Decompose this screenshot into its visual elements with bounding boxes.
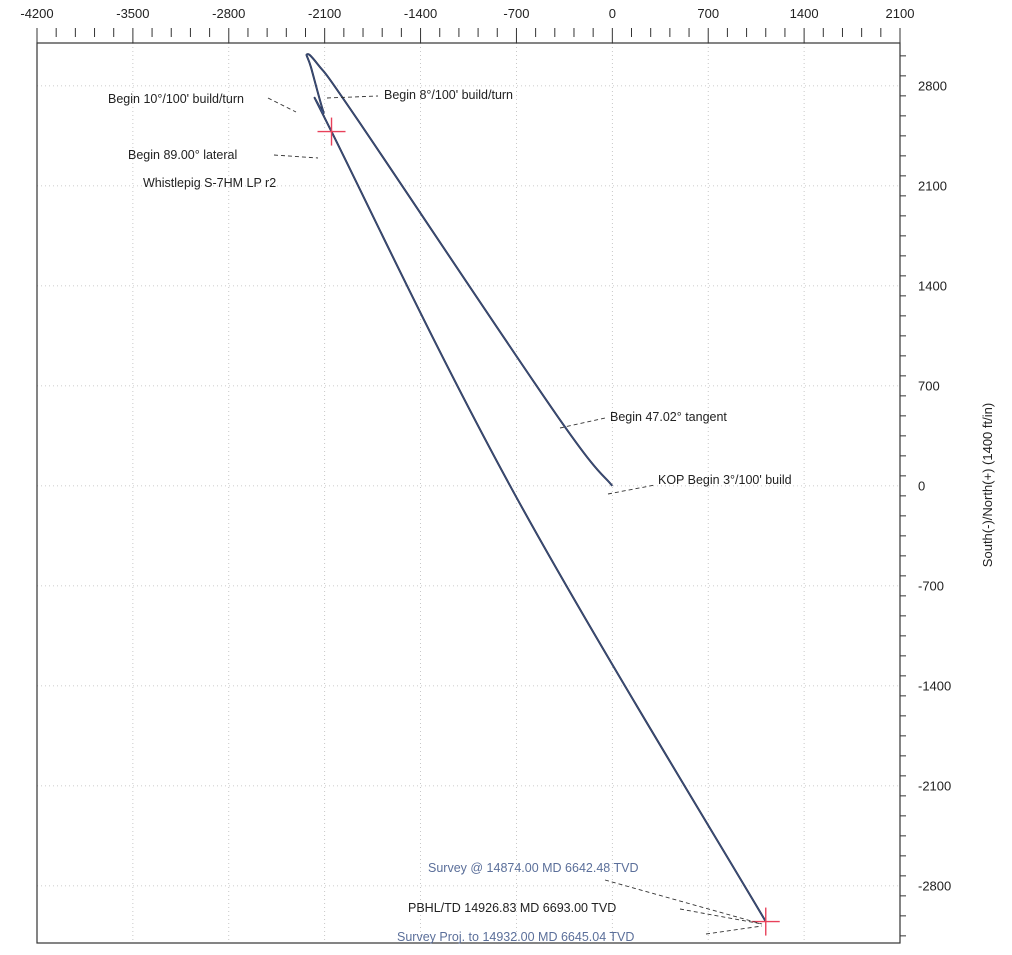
x-tick-label: 1400: [790, 6, 819, 21]
leader-survey-proj: [705, 925, 763, 935]
y-tick-label: 700: [918, 378, 940, 393]
annotation-kop: KOP Begin 3°/100' build: [658, 473, 792, 487]
x-tick-label: -1400: [404, 6, 437, 21]
y-tick-label: 2100: [918, 178, 947, 193]
leader-begin-10: [267, 97, 297, 113]
x-tick-label: -2800: [212, 6, 245, 21]
leader-kop: [607, 484, 656, 495]
target-markers: [317, 117, 780, 936]
leader-begin-tangent: [559, 417, 606, 429]
x-tick-label: 700: [697, 6, 719, 21]
x-tick-label: 0: [609, 6, 616, 21]
annotation-begin-10-build-turn: Begin 10°/100' build/turn: [108, 92, 244, 106]
x-tick-label: -3500: [116, 6, 149, 21]
x-tick-label: -4200: [20, 6, 53, 21]
annotation-survey-14874: Survey @ 14874.00 MD 6642.48 TVD: [428, 861, 639, 875]
y-tick-label: 0: [918, 478, 925, 493]
annotation-survey-projection: Survey Proj. to 14932.00 MD 6645.04 TVD: [397, 930, 634, 944]
x-tick-label: 2100: [886, 6, 915, 21]
annotation-pbhl-td: PBHL/TD 14926.83 MD 6693.00 TVD: [408, 901, 616, 915]
x-tick-label: -2100: [308, 6, 341, 21]
leader-begin-lateral: [273, 154, 319, 159]
y-axis: 2800 2100 1400 700 0 -700 -1400 -2100 -2800: [900, 55, 951, 937]
leader-begin-8: [326, 95, 379, 99]
y-tick-label: -2800: [918, 878, 951, 893]
annotation-begin-lateral: Begin 89.00° lateral: [128, 148, 237, 162]
series-layer: [305, 53, 767, 923]
annotation-begin-8-build-turn: Begin 8°/100' build/turn: [384, 88, 513, 102]
y-tick-label: -1400: [918, 678, 951, 693]
annotations: Begin 10°/100' build/turn Begin 8°/100' …: [108, 88, 792, 944]
annotation-target-name: Whistlepig S-7HM LP r2: [143, 176, 276, 190]
annotation-begin-tangent: Begin 47.02° tangent: [610, 410, 727, 424]
y-tick-label: -700: [918, 578, 944, 593]
y-tick-label: -2100: [918, 778, 951, 793]
wellbore-path: [305, 53, 767, 923]
x-axis: -4200 -3500 -2800 -2100 -1400 -700 0 700 1400 210…: [20, 6, 915, 44]
y-tick-label: 2800: [918, 78, 947, 93]
y-tick-label: 1400: [918, 278, 947, 293]
leader-pbhl: [679, 908, 763, 925]
x-tick-label: -700: [503, 6, 529, 21]
wellbore-path-highlight: [306, 53, 767, 922]
y-axis-title: South(-)/North(+) (1400 ft/in): [980, 403, 995, 567]
leader-survey-14874: [604, 879, 763, 925]
